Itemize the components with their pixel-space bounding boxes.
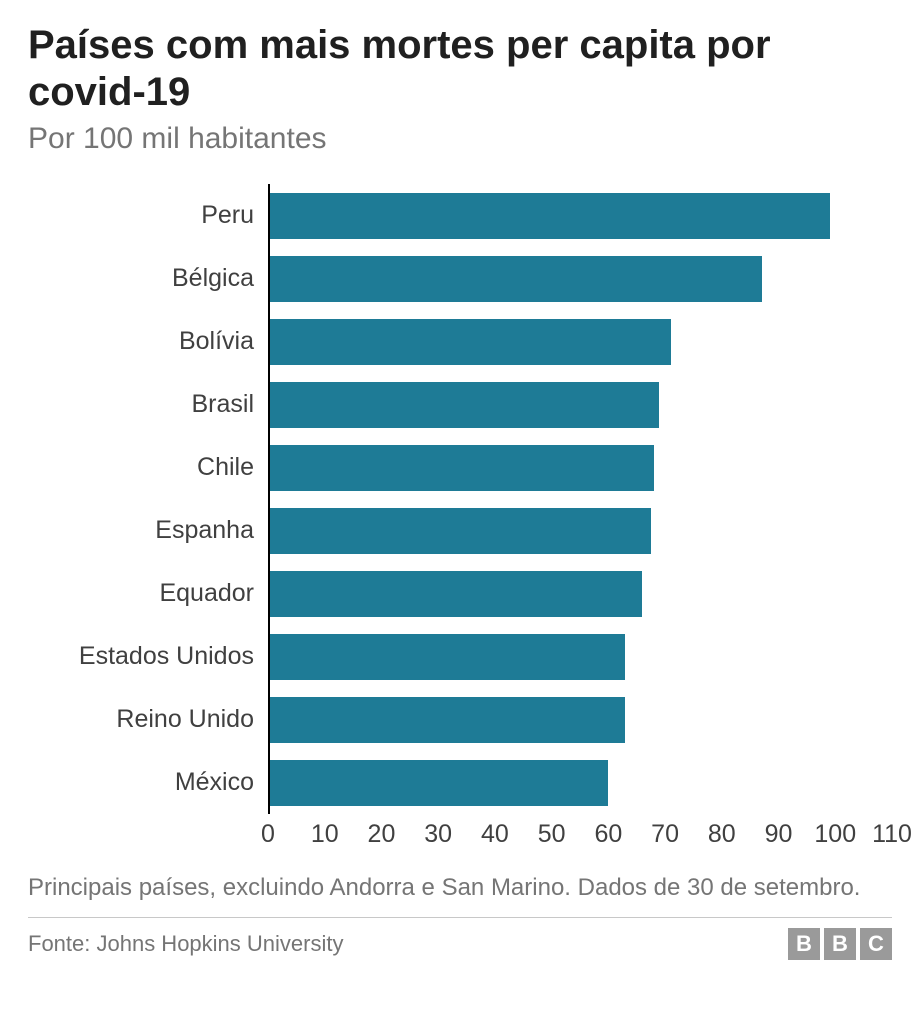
bar-track	[268, 373, 892, 436]
x-tick: 80	[708, 820, 736, 849]
bar-row: Estados Unidos	[28, 625, 892, 688]
x-tick: 60	[594, 820, 622, 849]
bar-track	[268, 751, 892, 814]
bar-track	[268, 247, 892, 310]
bar-row: México	[28, 751, 892, 814]
bar-row: Brasil	[28, 373, 892, 436]
x-tick: 40	[481, 820, 509, 849]
bar-label: Bélgica	[28, 264, 268, 293]
x-tick: 100	[814, 820, 856, 849]
bbc-logo: BBC	[788, 928, 892, 960]
bar-label: Estados Unidos	[28, 642, 268, 671]
x-tick: 10	[311, 820, 339, 849]
bar-label: Equador	[28, 579, 268, 608]
bar	[268, 571, 642, 616]
x-tick: 0	[261, 820, 275, 849]
bar-label: Bolívia	[28, 327, 268, 356]
bar	[268, 508, 651, 553]
bar	[268, 382, 659, 427]
x-tick: 20	[368, 820, 396, 849]
chart-title: Países com mais mortes per capita por co…	[28, 22, 892, 116]
bar-track	[268, 625, 892, 688]
bar-row: Equador	[28, 562, 892, 625]
bar-track	[268, 310, 892, 373]
bar-label: Peru	[28, 201, 268, 230]
chart-area: Peru Bélgica Bolívia Brasil Chile Espanha Equa…	[28, 184, 892, 854]
x-axis: 0102030405060708090100110	[268, 820, 892, 854]
x-tick: 30	[424, 820, 452, 849]
bar	[268, 319, 671, 364]
bar-track	[268, 436, 892, 499]
bar-track	[268, 184, 892, 247]
bar-label: Brasil	[28, 390, 268, 419]
bar-label: México	[28, 768, 268, 797]
bbc-logo-box: C	[860, 928, 892, 960]
bar	[268, 634, 625, 679]
source-text: Fonte: Johns Hopkins University	[28, 931, 343, 957]
x-tick: 110	[872, 820, 912, 849]
bar	[268, 760, 608, 805]
x-tick: 90	[765, 820, 793, 849]
bar	[268, 445, 654, 490]
bar-label: Chile	[28, 453, 268, 482]
bar	[268, 256, 762, 301]
bar-rows: Peru Bélgica Bolívia Brasil Chile Espanha Equa…	[28, 184, 892, 814]
bar-row: Peru	[28, 184, 892, 247]
bar-label: Espanha	[28, 516, 268, 545]
divider	[28, 917, 892, 918]
bar	[268, 697, 625, 742]
bbc-logo-box: B	[824, 928, 856, 960]
bar-track	[268, 499, 892, 562]
bar-row: Reino Unido	[28, 688, 892, 751]
bbc-logo-box: B	[788, 928, 820, 960]
bar-label: Reino Unido	[28, 705, 268, 734]
bar-row: Espanha	[28, 499, 892, 562]
chart-subtitle: Por 100 mil habitantes	[28, 122, 892, 156]
footnote: Principais países, excluindo Andorra e S…	[28, 872, 892, 904]
bar-row: Bélgica	[28, 247, 892, 310]
bar	[268, 193, 830, 238]
x-tick: 50	[538, 820, 566, 849]
x-tick: 70	[651, 820, 679, 849]
bar-row: Chile	[28, 436, 892, 499]
bar-track	[268, 688, 892, 751]
bar-row: Bolívia	[28, 310, 892, 373]
y-axis-line	[268, 184, 270, 814]
footer-row: Fonte: Johns Hopkins University BBC	[28, 928, 892, 960]
bar-track	[268, 562, 892, 625]
